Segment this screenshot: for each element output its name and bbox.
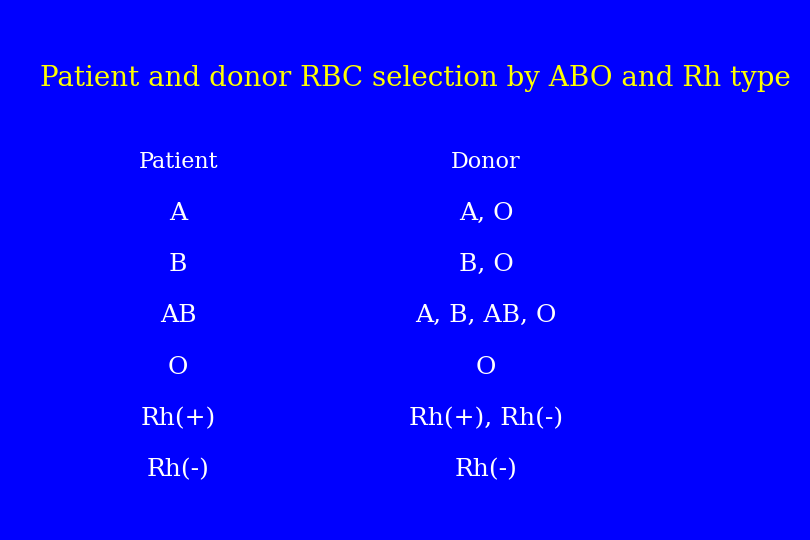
Text: B: B: [169, 253, 187, 276]
Text: Rh(-): Rh(-): [147, 458, 210, 481]
Text: Donor: Donor: [451, 151, 521, 173]
Text: B, O: B, O: [458, 253, 514, 276]
Text: A: A: [169, 202, 187, 225]
Text: Rh(+), Rh(-): Rh(+), Rh(-): [409, 407, 563, 430]
Text: Rh(+): Rh(+): [141, 407, 215, 430]
Text: AB: AB: [160, 305, 197, 327]
Text: Patient: Patient: [139, 151, 218, 173]
Text: Rh(-): Rh(-): [454, 458, 518, 481]
Text: O: O: [475, 356, 497, 379]
Text: A, B, AB, O: A, B, AB, O: [416, 305, 556, 327]
Text: A, O: A, O: [458, 202, 514, 225]
Text: Patient and donor RBC selection by ABO and Rh type: Patient and donor RBC selection by ABO a…: [40, 65, 791, 92]
Text: O: O: [168, 356, 189, 379]
